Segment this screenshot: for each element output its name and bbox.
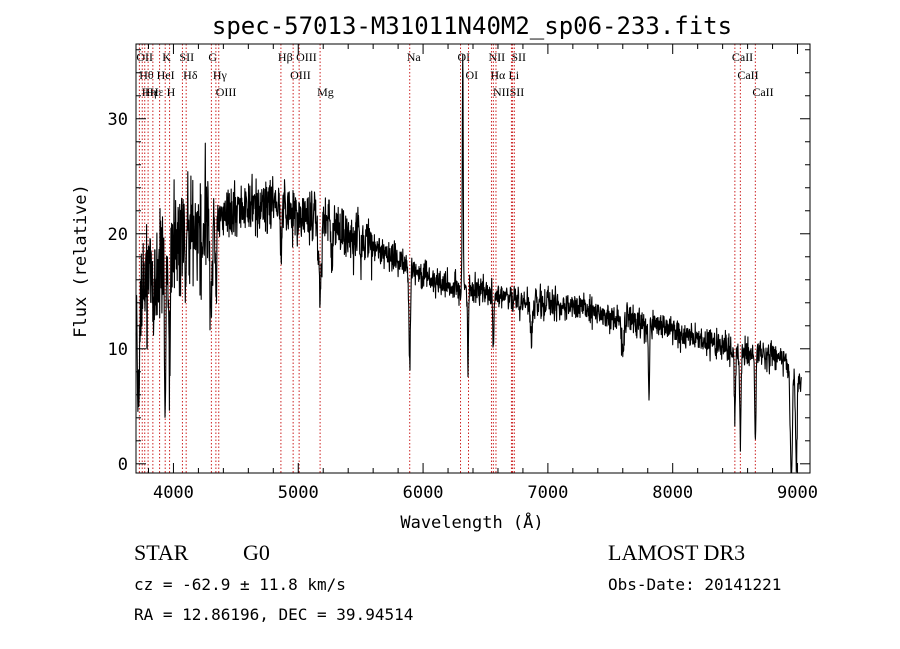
line-label: Na [407,50,422,64]
line-label: OIII [296,50,317,64]
object-class: STAR [134,540,189,565]
y-tick-label: 20 [108,225,128,245]
plot-frame [135,43,811,474]
spectrum-line [135,53,802,474]
line-label: Hθ [139,68,154,82]
line-label: H [167,85,176,99]
survey-name: LAMOST DR3 [608,540,745,565]
line-label: SII [179,50,194,64]
line-label: G [208,50,217,64]
line-label: CaII [732,50,753,64]
line-label: Hδ [183,68,198,82]
line-label: SII [510,85,525,99]
line-label: HeI [157,68,175,82]
x-tick-label: 9000 [777,483,818,503]
x-tick-label: 4000 [153,483,194,503]
y-tick-label: 30 [108,110,128,130]
line-label: K [162,50,171,64]
line-label: OII [136,50,153,64]
line-label: Hε [145,85,159,99]
line-labels: OIIHθHηHεHεHeIKHSIIHδGHγOIIIHβOIIIOIIIMg… [136,50,773,99]
line-label: Li [508,68,519,82]
obs-date: Obs-Date: 20141221 [608,575,781,594]
y-tick-label: 0 [118,455,128,475]
axis-ticks: 4000 5000 6000 7000 8000 9000 0 10 20 30 [108,44,818,503]
line-label: OI [458,50,471,64]
line-label: NII [493,85,510,99]
line-label: Hα [490,68,506,82]
y-tick-label: 10 [108,340,128,360]
spectrum-trace [135,53,802,474]
line-label: Hη [142,85,157,99]
chart-title: spec-57013-M31011N40M2_sp06-233.fits [212,12,732,40]
line-label: CaII [752,85,773,99]
line-label: Mg [317,85,334,99]
line-label: NII [488,50,505,64]
line-label: OIII [290,68,311,82]
line-label: SII [511,50,526,64]
x-tick-label: 8000 [652,483,693,503]
x-tick-label: 5000 [278,483,319,503]
line-label: Hβ [278,50,293,64]
line-label: OI [466,68,479,82]
x-tick-label: 6000 [403,483,444,503]
ra-dec: RA = 12.86196, DEC = 39.94514 [134,605,413,624]
redshift-cz: cz = -62.9 ± 11.8 km/s [134,575,346,594]
x-axis-label: Wavelength (Å) [400,511,543,533]
line-label: Hγ [213,68,228,82]
x-tick-label: 7000 [527,483,568,503]
object-subclass: G0 [243,540,270,565]
line-label: OIII [216,85,237,99]
y-axis-label: Flux (relative) [71,184,91,338]
line-label: Hε [150,85,164,99]
line-label: CaII [737,68,758,82]
line-markers [138,44,756,473]
